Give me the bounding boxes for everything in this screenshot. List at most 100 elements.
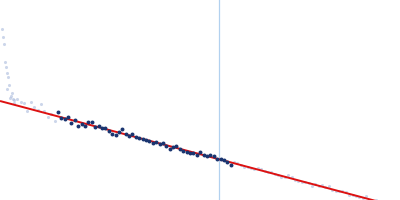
Point: [72, 118, 78, 121]
Point: [261, 169, 268, 172]
Point: [62, 117, 68, 120]
Point: [126, 135, 132, 138]
Point: [180, 149, 186, 152]
Point: [221, 158, 227, 161]
Point: [254, 166, 261, 170]
Point: [119, 128, 126, 131]
Point: [258, 167, 264, 170]
Point: [356, 196, 362, 199]
Point: [322, 186, 329, 189]
Point: [55, 110, 61, 114]
Point: [58, 116, 64, 119]
Point: [21, 102, 27, 105]
Point: [177, 148, 183, 151]
Point: [14, 97, 20, 100]
Point: [38, 102, 44, 105]
Point: [153, 140, 159, 144]
Point: [224, 160, 230, 163]
Point: [190, 151, 197, 154]
Point: [119, 128, 126, 131]
Point: [309, 184, 315, 187]
Point: [292, 178, 298, 181]
Point: [78, 122, 85, 126]
Point: [275, 173, 281, 177]
Point: [129, 132, 136, 135]
Point: [339, 189, 346, 192]
Point: [31, 106, 38, 109]
Point: [82, 124, 88, 127]
Point: [143, 138, 149, 142]
Point: [11, 98, 17, 101]
Point: [360, 197, 366, 200]
Point: [95, 124, 102, 127]
Point: [95, 124, 102, 127]
Point: [349, 193, 356, 196]
Point: [298, 181, 305, 184]
Point: [312, 183, 318, 186]
Point: [200, 154, 207, 157]
Point: [197, 151, 203, 154]
Point: [217, 158, 224, 161]
Point: [197, 151, 203, 154]
Point: [65, 115, 71, 118]
Point: [11, 102, 17, 105]
Point: [221, 158, 227, 161]
Point: [228, 163, 234, 166]
Point: [163, 144, 170, 147]
Point: [316, 185, 322, 188]
Point: [41, 110, 48, 113]
Point: [184, 151, 190, 154]
Point: [187, 151, 193, 154]
Point: [332, 189, 339, 192]
Point: [65, 115, 71, 118]
Point: [272, 172, 278, 176]
Point: [2, 66, 9, 69]
Point: [326, 185, 332, 188]
Point: [156, 142, 163, 145]
Point: [34, 108, 41, 112]
Point: [194, 153, 200, 156]
Point: [28, 100, 34, 103]
Point: [99, 127, 105, 130]
Point: [140, 137, 146, 140]
Point: [129, 132, 136, 135]
Point: [146, 140, 152, 143]
Point: [0, 28, 5, 31]
Point: [217, 158, 224, 161]
Point: [1, 43, 7, 46]
Point: [44, 115, 51, 118]
Point: [89, 121, 95, 124]
Point: [200, 154, 207, 157]
Point: [133, 135, 139, 138]
Point: [173, 144, 180, 147]
Point: [4, 87, 11, 91]
Point: [329, 188, 336, 192]
Point: [343, 191, 349, 194]
Point: [92, 125, 98, 129]
Point: [241, 165, 248, 169]
Point: [231, 161, 237, 164]
Point: [170, 146, 176, 149]
Point: [204, 154, 210, 158]
Point: [160, 141, 166, 144]
Point: [112, 134, 119, 137]
Point: [18, 100, 24, 104]
Point: [166, 147, 173, 150]
Point: [228, 163, 234, 166]
Point: [85, 120, 92, 123]
Point: [282, 175, 288, 178]
Point: [353, 194, 359, 197]
Point: [244, 165, 251, 169]
Point: [166, 147, 173, 150]
Point: [109, 132, 115, 136]
Point: [133, 135, 139, 138]
Point: [122, 132, 129, 136]
Point: [112, 134, 119, 137]
Point: [214, 157, 220, 161]
Point: [150, 142, 156, 145]
Point: [210, 154, 217, 158]
Point: [9, 91, 15, 94]
Point: [126, 135, 132, 138]
Point: [68, 121, 75, 124]
Point: [194, 153, 200, 156]
